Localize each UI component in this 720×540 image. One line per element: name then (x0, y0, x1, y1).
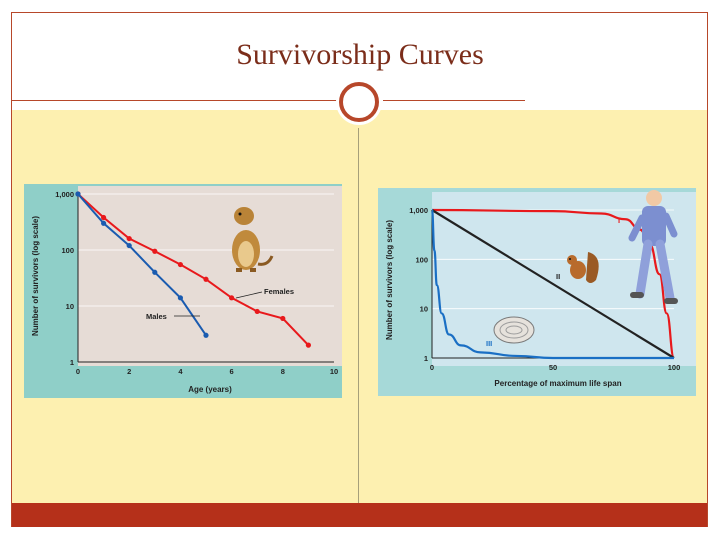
right-series-iii-line (430, 208, 674, 360)
right-x-tick-label: 0 (430, 363, 434, 372)
content-divider (358, 128, 359, 503)
left-plot-area (78, 186, 342, 366)
right-x-tick-label: 50 (549, 363, 557, 372)
left-series-label-males: Males (146, 312, 167, 321)
left-series-label-leader (235, 291, 263, 299)
left-series-males-point (101, 220, 107, 226)
left-chart-panel: 1 10 100 1,000 0 2 4 6 8 10 Females Males Age (yea… (24, 184, 342, 398)
left-series-males-point (203, 332, 209, 338)
left-y-axis-label: Number of survivors (log scale) (31, 216, 40, 336)
human-runner-icon (628, 190, 678, 304)
title-ornament-circle (339, 82, 379, 122)
squirrel-icon (567, 252, 599, 283)
right-series-label-i: I (618, 216, 620, 225)
left-series-males-line (77, 193, 207, 336)
left-x-tick-label: 4 (178, 367, 183, 376)
left-x-tick-label: 8 (281, 367, 285, 376)
left-series-females-point (229, 295, 235, 301)
right-x-axis-label: Percentage of maximum life span (494, 379, 621, 388)
left-y-tick-label: 100 (61, 246, 74, 255)
right-y-axis-label: Number of survivors (log scale) (385, 220, 394, 340)
left-series-females-line (77, 193, 310, 346)
left-x-tick-label: 6 (230, 367, 234, 376)
left-y-tick-label: 1,000 (55, 190, 74, 199)
left-series-females-point (101, 214, 107, 221)
right-y-tick-label: 1 (424, 354, 428, 363)
left-series-females-point (152, 248, 158, 254)
title-rule-right (383, 100, 525, 101)
left-series-males-point (126, 242, 132, 249)
left-series-females-point (280, 315, 286, 322)
left-x-tick-label: 0 (76, 367, 80, 376)
left-series-females-point (126, 235, 132, 242)
left-chart: 1 10 100 1,000 0 2 4 6 8 10 Females Males Age (yea… (31, 186, 342, 394)
right-series-label-ii: II (556, 272, 560, 281)
left-y-tick-label: 1 (70, 358, 74, 367)
left-series-males-point (177, 295, 183, 301)
right-series-ii-line (431, 209, 675, 359)
left-series-females-point (305, 342, 311, 348)
left-series-males-point (152, 269, 158, 275)
bottom-accent-bar (12, 503, 707, 527)
left-x-axis-label: Age (years) (188, 385, 232, 394)
prairie-dog-icon (232, 207, 274, 272)
right-series-label-iii: III (486, 339, 492, 348)
right-y-tick-label: 1,000 (409, 206, 428, 215)
left-series-females-point (177, 261, 183, 268)
left-x-tick-label: 10 (330, 367, 338, 376)
slide-title: Survivorship Curves (236, 38, 484, 71)
right-chart-panel: 1 10 100 1,000 0 50 100 I II III Percentage of m… (378, 188, 696, 396)
left-series-males-point (75, 191, 81, 197)
left-series-females-point (203, 276, 209, 282)
right-y-tick-label: 10 (420, 305, 428, 314)
left-x-tick-label: 2 (127, 367, 131, 376)
left-series-females-point (254, 308, 260, 315)
right-x-tick-label: 100 (668, 363, 681, 372)
title-rule-left (12, 100, 339, 101)
left-y-tick-label: 10 (66, 302, 74, 311)
oyster-icon (493, 316, 535, 344)
right-y-tick-label: 100 (415, 255, 428, 264)
left-series-label-females: Females (264, 287, 294, 296)
